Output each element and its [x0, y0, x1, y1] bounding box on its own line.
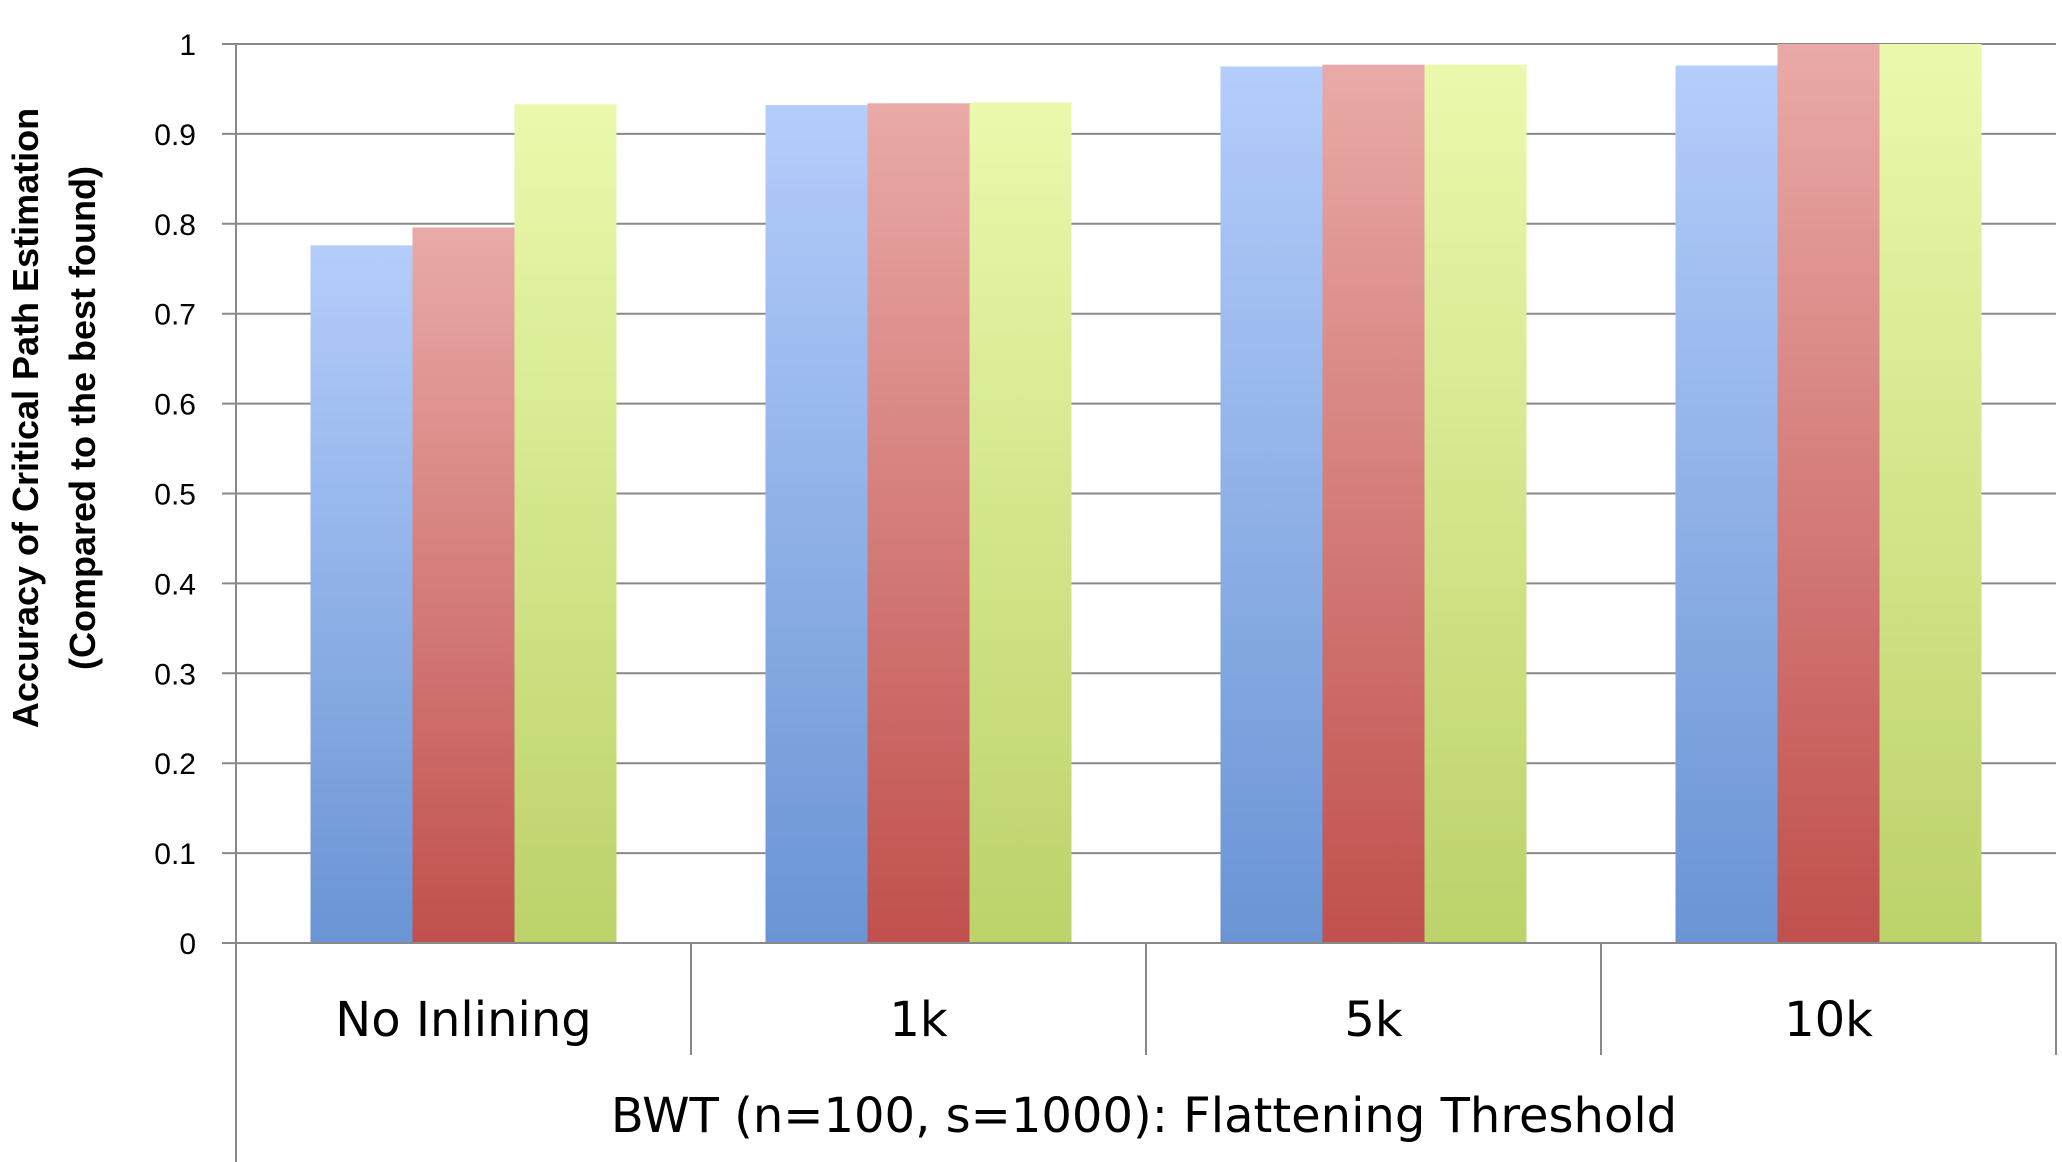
y-tick-label: 0.9 [154, 119, 196, 152]
bar [1322, 64, 1425, 943]
bar [514, 104, 617, 943]
y-tick-label: 0.1 [154, 838, 196, 871]
y-tick-labels: 0 0.1 0.2 0.3 0.4 0.5 0.6 0.7 0.8 0.9 1 [154, 29, 196, 961]
y-axis-label-line-1: Accuracy of Critical Path Estimation [5, 108, 46, 728]
y-axis-label-line-2: (Compared to the best found) [62, 166, 103, 670]
y-tick-label: 0.7 [154, 299, 196, 332]
y-tick-label: 0.3 [154, 658, 196, 691]
bar [1424, 64, 1527, 943]
y-tick-label: 0.2 [154, 748, 196, 781]
y-tick-label: 0.4 [154, 568, 196, 601]
axes [235, 44, 2057, 1162]
bar [310, 245, 413, 944]
y-tick-label: 1 [179, 29, 196, 62]
bar [1879, 44, 1982, 943]
bar [1220, 66, 1323, 944]
bar [412, 227, 515, 943]
y-tick-label: 0.8 [154, 209, 196, 242]
category-label: 10k [1784, 992, 1873, 1048]
y-tick-label: 0.5 [154, 479, 196, 512]
bar [765, 105, 868, 943]
category-label: No Inlining [335, 992, 591, 1048]
category-label: 1k [889, 992, 948, 1048]
bar [1777, 44, 1880, 943]
category-label: 5k [1344, 992, 1403, 1048]
y-tick-label: 0 [179, 928, 196, 961]
bars [310, 44, 1982, 944]
bar [867, 103, 970, 944]
y-tick-label: 0.6 [154, 389, 196, 422]
bar [1675, 65, 1778, 944]
x-axis-label: BWT (n=100, s=1000): Flattening Threshol… [611, 1088, 1677, 1144]
bar [969, 102, 1072, 943]
category-labels: No Inlining 1k 5k 10k [335, 992, 1873, 1048]
